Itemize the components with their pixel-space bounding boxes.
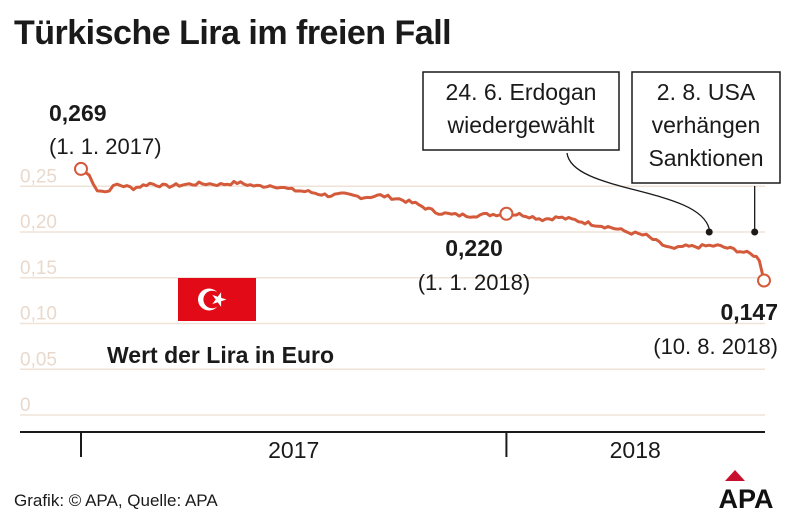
- y-tick-label: 0,10: [20, 304, 57, 325]
- highlight-marker: [74, 161, 88, 176]
- highlight-labels: 0,269 (1. 1. 2017) 0,220 (1. 1. 2018) 0,147 (…: [49, 100, 778, 359]
- highlight-value: 0,269: [49, 100, 107, 126]
- annotation-text: wiedergewählt: [446, 112, 595, 138]
- annotation-leader: [566, 152, 710, 230]
- annotation-text: 24. 6. Erdogan: [446, 79, 597, 105]
- x-axis: 2017 2018: [20, 431, 765, 463]
- highlight-date: (1. 1. 2017): [49, 134, 162, 159]
- annotations: 24. 6. Erdogan wiedergewählt 2. 8. USA verh…: [422, 71, 781, 236]
- highlight-date: (1. 1. 2018): [418, 270, 531, 295]
- annotation-box: [631, 71, 781, 184]
- x-tick-label: 2018: [610, 437, 661, 463]
- highlight-value: 0,220: [445, 235, 503, 261]
- apa-logo: APA: [718, 470, 774, 512]
- svg-text:APA: APA: [718, 484, 773, 512]
- highlight-markers: [74, 161, 771, 288]
- chart-title: Türkische Lira im freien Fall: [14, 14, 452, 52]
- annotation-box: [422, 71, 620, 151]
- highlight-marker: [757, 273, 771, 288]
- highlight-marker: [499, 206, 514, 221]
- highlight-value: 0,147: [720, 299, 778, 325]
- highlight-date: (10. 8. 2018): [653, 334, 778, 359]
- annotation-callout: 24. 6. Erdogan wiedergewählt: [422, 71, 713, 236]
- source-credit: Grafik: © APA, Quelle: APA: [14, 491, 218, 510]
- series-label: Wert der Lira in Euro: [107, 342, 335, 368]
- annotation-text: Sanktionen: [648, 145, 763, 171]
- y-axis-ticks: 0 0,05 0,10 0,15 0,20 0,25: [20, 166, 57, 416]
- y-tick-label: 0,15: [20, 258, 57, 279]
- annotation-text: verhängen: [652, 112, 761, 138]
- turkey-flag-icon: [178, 278, 256, 321]
- series-line: [80, 167, 766, 281]
- annotation-dot: [705, 228, 713, 236]
- y-tick-label: 0,25: [20, 166, 57, 187]
- annotation-dot: [751, 228, 759, 236]
- y-tick-label: 0,05: [20, 349, 57, 370]
- y-tick-label: 0: [20, 395, 31, 416]
- grid-lines: [20, 185, 765, 416]
- annotation-text: 2. 8. USA: [657, 79, 756, 105]
- annotation-callout: 2. 8. USA verhängen Sanktionen: [631, 71, 781, 236]
- x-tick-label: 2017: [268, 437, 319, 463]
- y-tick-label: 0,20: [20, 212, 57, 233]
